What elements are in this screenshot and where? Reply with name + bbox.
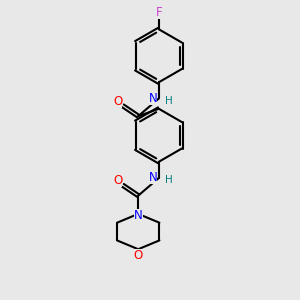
Text: O: O <box>113 174 122 188</box>
Text: N: N <box>148 92 158 105</box>
Text: O: O <box>134 249 143 262</box>
Text: N: N <box>148 172 158 184</box>
Text: F: F <box>155 6 162 19</box>
Text: H: H <box>165 175 173 185</box>
Text: O: O <box>113 95 122 108</box>
Text: H: H <box>165 96 173 106</box>
Text: N: N <box>134 209 142 222</box>
